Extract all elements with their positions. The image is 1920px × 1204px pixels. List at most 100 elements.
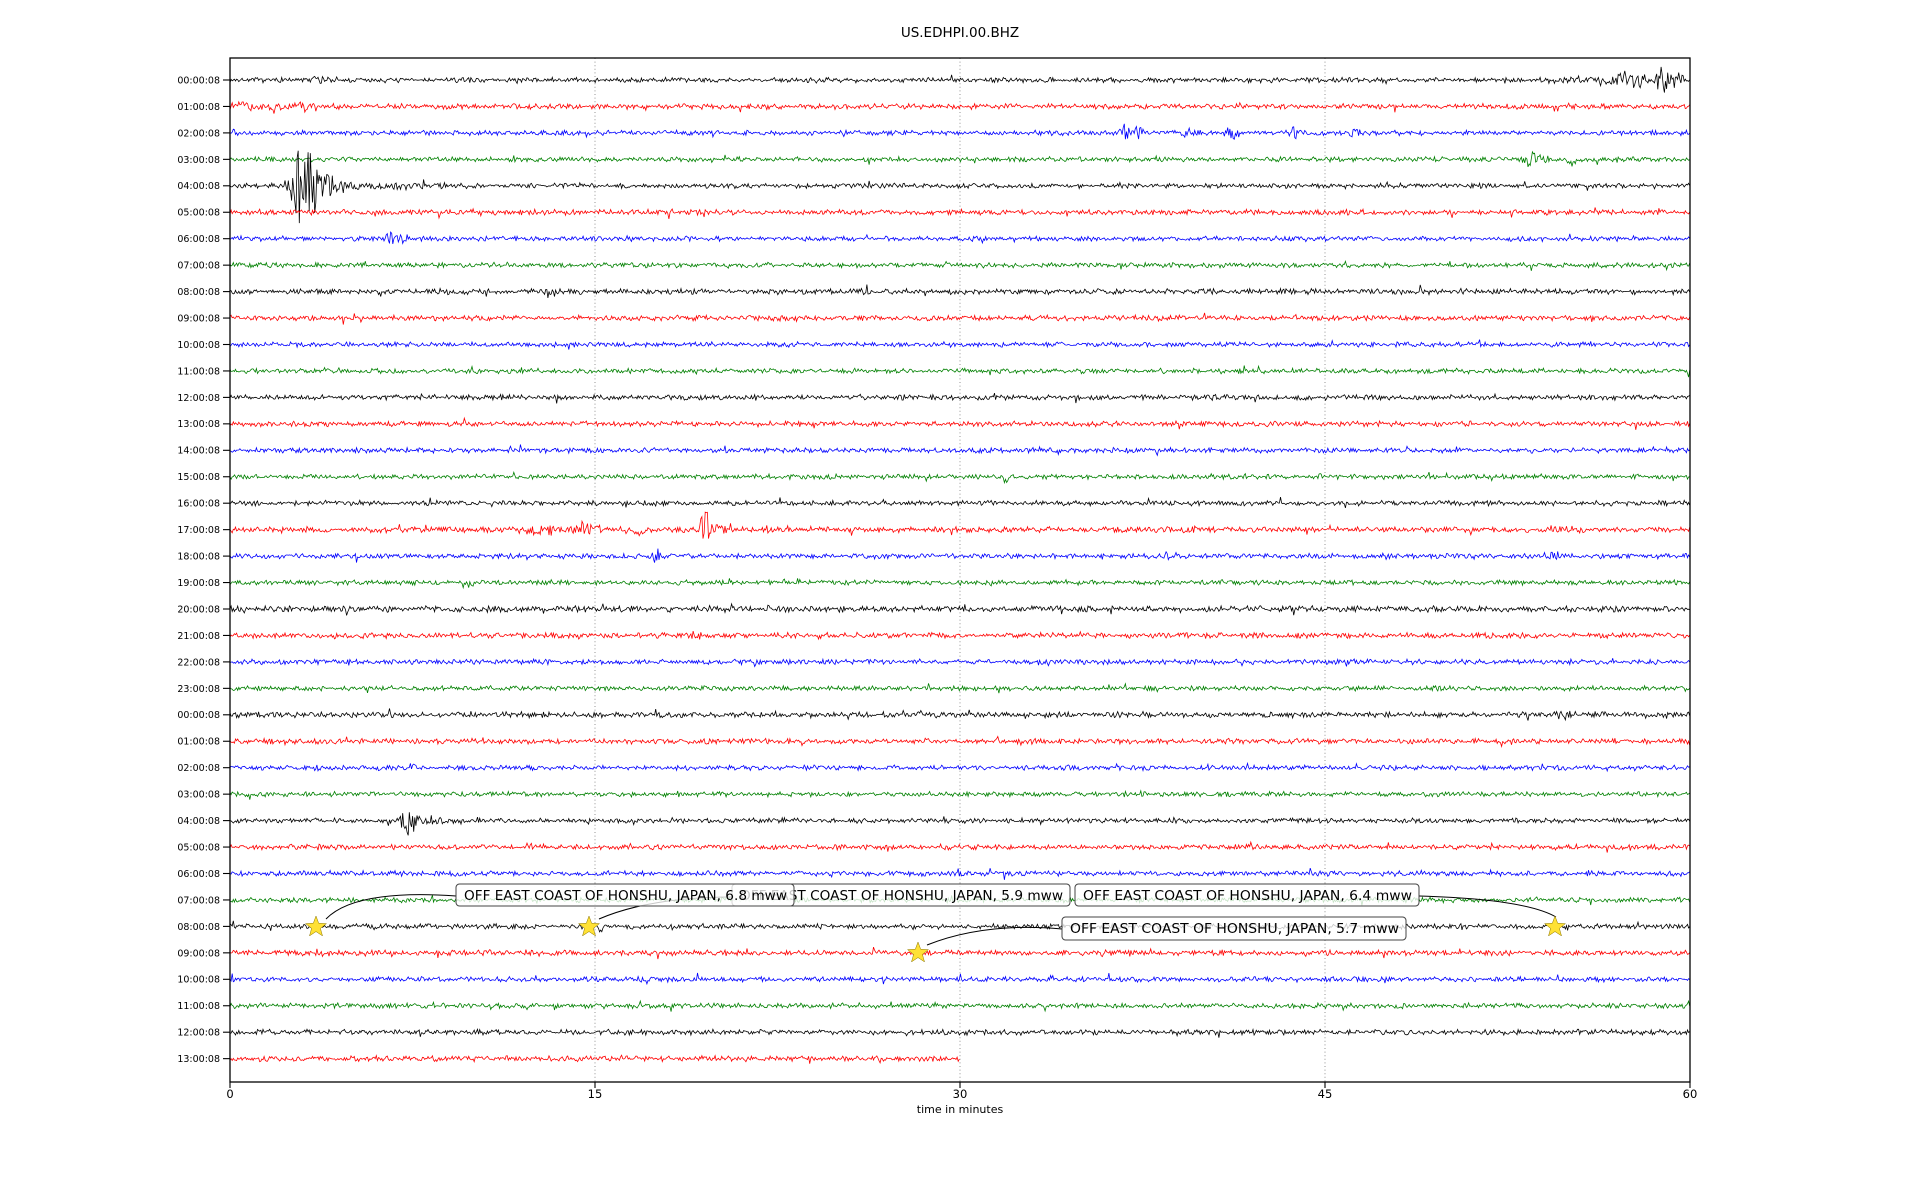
trace-row-0 [229,66,1691,93]
y-tick-label: 10:00:08 [177,975,220,986]
y-tick-label: 07:00:08 [177,261,220,272]
event-label-text: OFF EAST COAST OF HONSHU, JAPAN, 5.9 mww [740,889,1063,904]
trace-row-8 [230,284,1691,298]
x-tick-label: 30 [953,1087,968,1101]
trace-row-21 [229,630,1691,641]
y-tick-label: 13:00:08 [177,419,220,430]
y-tick-label: 02:00:08 [177,763,220,774]
x-tick-label: 15 [588,1087,603,1101]
y-tick-label: 23:00:08 [177,684,220,695]
y-tick-label: 22:00:08 [177,657,220,668]
y-tick-label: 03:00:08 [177,155,220,166]
trace-row-1 [229,100,1691,114]
y-tick-label: 15:00:08 [177,472,220,483]
event-star [304,915,328,937]
event-star [1543,915,1567,937]
y-tick-label: 08:00:08 [177,922,220,933]
trace-row-2 [229,123,1690,140]
x-axis-caption: time in minutes [917,1103,1004,1116]
trace-row-4 [229,150,1691,224]
trace-row-10 [229,339,1691,350]
trace-row-18 [229,548,1691,563]
trace-row-24 [229,708,1691,722]
trace-row-23 [229,682,1690,694]
trace-row-22 [229,657,1690,668]
y-tick-label: 21:00:08 [177,631,220,642]
x-tick-label: 60 [1683,1087,1698,1101]
plot-layers: 00:00:08 01:00:08 02:00:08 03:00:08 04:00:08… [177,57,1698,1101]
trace-row-12 [229,392,1690,404]
y-tick-label: 05:00:08 [177,208,220,219]
plot-border [229,57,1691,1083]
y-tick-label: 08:00:08 [177,287,220,298]
trace-row-35 [229,999,1691,1013]
trace-row-28 [229,812,1691,836]
y-tick-label: 01:00:08 [177,102,220,113]
event-label-box [1061,916,1407,941]
trace-row-9 [229,312,1691,325]
y-tick-label: 09:00:08 [177,313,220,324]
y-tick-label: 06:00:08 [177,234,220,245]
trace-row-17 [229,511,1691,539]
event-label-text: OFF EAST COAST OF HONSHU, JAPAN, 6.8 mww [464,889,787,904]
y-tick-label: 01:00:08 [177,737,220,748]
trace-row-5 [229,207,1691,220]
trace-row-36 [229,1027,1690,1038]
trace-row-37 [229,1054,960,1065]
trace-row-34 [229,972,1690,986]
y-tick-label: 10:00:08 [177,340,220,351]
event-label-text: OFF EAST COAST OF HONSHU, JAPAN, 6.4 mww [1083,889,1412,904]
trace-row-16 [229,496,1691,509]
trace-row-19 [229,578,1691,590]
y-tick-label: 17:00:08 [177,525,220,536]
event-leader-line [325,894,457,920]
y-tick-label: 00:00:08 [177,710,220,721]
event-label-text: OFF EAST COAST OF HONSHU, JAPAN, 5.7 mww [1070,922,1399,937]
annotation-layer: OFF EAST COAST OF HONSHU, JAPAN, 5.9 mww… [304,883,1567,963]
event-label-box [1074,883,1420,907]
trace-row-3 [229,150,1690,168]
trace-row-13 [229,416,1691,430]
trace-row-11 [229,364,1691,378]
event-star [577,915,601,937]
trace-row-26 [229,761,1690,773]
trace-row-7 [229,259,1691,272]
trace-row-32 [229,920,1691,933]
event-star [906,941,930,963]
y-tick-label: 11:00:08 [177,366,220,377]
y-tick-label: 04:00:08 [177,816,220,827]
trace-row-15 [229,470,1690,485]
event-leader-line [1418,895,1557,918]
y-tick-label: 12:00:08 [177,393,220,404]
y-tick-label: 12:00:08 [177,1028,220,1039]
y-tick-label: 19:00:08 [177,578,220,589]
y-tick-label: 09:00:08 [177,948,220,959]
event-leader-line [926,926,1063,946]
y-tick-label: 00:00:08 [177,75,220,86]
y-tick-label: 13:00:08 [177,1054,220,1065]
trace-row-33 [229,946,1691,960]
y-tick-label: 04:00:08 [177,181,220,192]
trace-row-6 [229,231,1691,245]
trace-row-20 [229,602,1690,616]
y-tick-label: 14:00:08 [177,446,220,457]
y-tick-label: 05:00:08 [177,842,220,853]
trace-row-27 [229,789,1690,800]
trace-row-30 [229,867,1690,880]
trace-row-29 [229,840,1690,853]
x-tick-label: 0 [226,1087,233,1101]
y-tick-label: 18:00:08 [177,552,220,563]
y-tick-label: 16:00:08 [177,499,220,510]
y-tick-label: 20:00:08 [177,604,220,615]
y-tick-label: 06:00:08 [177,869,220,880]
trace-row-25 [229,735,1691,748]
y-tick-label: 11:00:08 [177,1001,220,1012]
y-tick-label: 07:00:08 [177,895,220,906]
x-tick-label: 45 [1318,1087,1333,1101]
chart-title: US.EDHPI.00.BHZ [901,25,1019,41]
event-label-box [455,883,795,907]
y-tick-label: 02:00:08 [177,128,220,139]
y-tick-label: 03:00:08 [177,790,220,801]
